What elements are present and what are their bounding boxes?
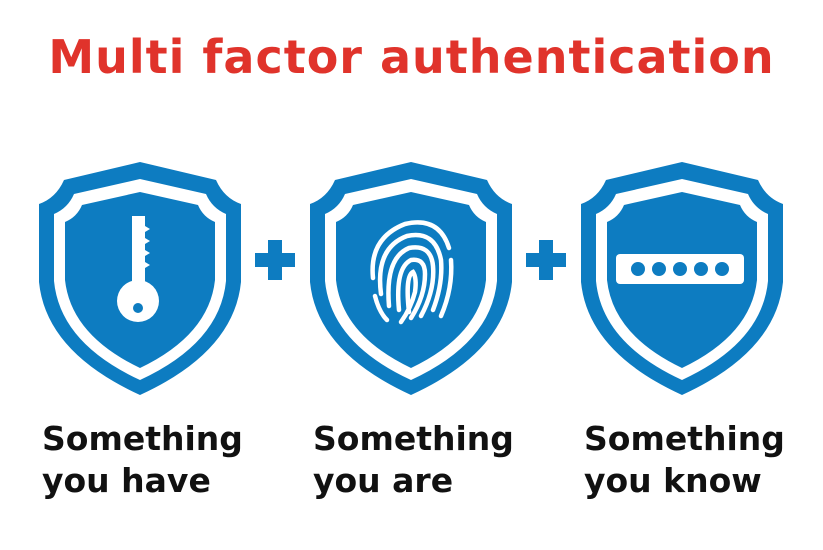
caption-line-1: Something xyxy=(584,419,785,458)
caption-something-you-have: Something you have xyxy=(42,418,282,502)
page-title: Multi factor authentication xyxy=(48,30,775,84)
fingerprint-icon xyxy=(370,220,454,325)
caption-something-you-are: Something you are xyxy=(313,418,553,502)
shield-key xyxy=(39,162,241,395)
key-icon xyxy=(117,216,159,322)
caption-line-2: you have xyxy=(42,461,211,500)
caption-line-2: you know xyxy=(584,461,762,500)
shield-fingerprint xyxy=(310,162,512,395)
password-dots-icon xyxy=(616,254,744,284)
plus-icon xyxy=(255,240,295,280)
caption-line-1: Something xyxy=(42,419,243,458)
shield-password xyxy=(581,162,783,395)
caption-something-you-know: Something you know xyxy=(584,418,823,502)
plus-icon xyxy=(526,240,566,280)
caption-line-1: Something xyxy=(313,419,514,458)
caption-line-2: you are xyxy=(313,461,454,500)
